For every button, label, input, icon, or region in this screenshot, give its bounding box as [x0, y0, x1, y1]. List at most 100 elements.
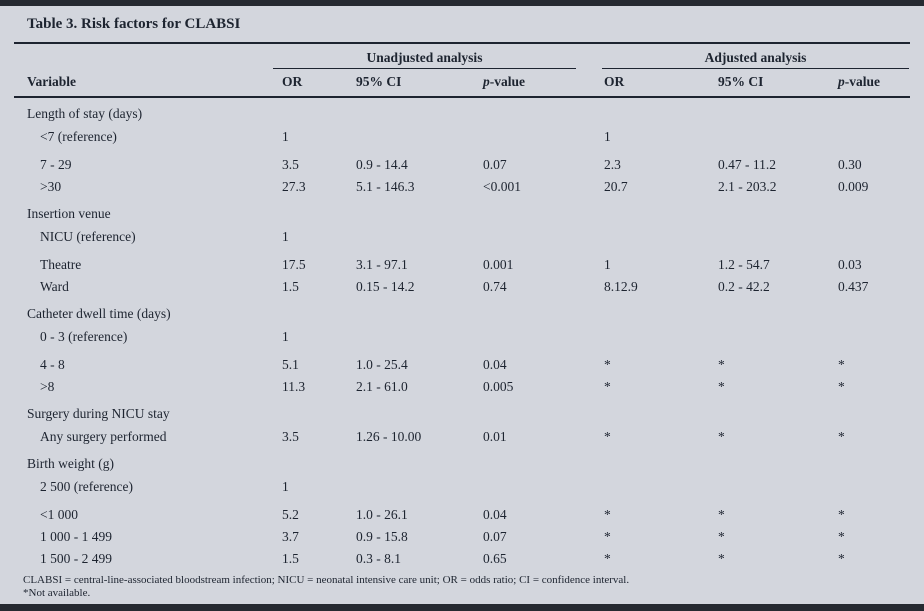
cell-adjusted-or [604, 476, 718, 498]
cell-unadjusted-pvalue: 0.74 [483, 279, 507, 294]
table-row: 4 - 8 5.1 1.0 - 25.4 0.04 * * * [14, 354, 910, 376]
cell-adjusted-ci: * [718, 551, 725, 566]
row-label: 0 - 3 (reference) [40, 329, 128, 344]
pvalue-italic-p: p [483, 74, 490, 89]
table-title: Table 3. Risk factors for CLABSI [14, 16, 910, 44]
column-header-unadjusted-or: OR [282, 74, 303, 89]
cell-unadjusted-ci: 0.15 - 14.2 [356, 279, 415, 294]
cell-unadjusted-pvalue: 0.04 [483, 357, 507, 372]
section-header-row: Length of stay (days) [14, 98, 910, 126]
adjusted-analysis-group-header: Adjusted analysis [602, 44, 909, 69]
cell-unadjusted-or: 3.5 [282, 157, 299, 172]
cell-adjusted-ci: * [718, 379, 725, 394]
row-label: <7 (reference) [40, 129, 117, 144]
cell-adjusted-or: 1 [604, 257, 611, 272]
cell-adjusted-or: 2.3 [604, 157, 621, 172]
cell-adjusted-pvalue: * [838, 429, 845, 444]
column-header-unadjusted-ci: 95% CI [356, 74, 402, 89]
column-header-row: Variable OR 95% CI p-value OR 95% CI p-v… [14, 69, 910, 98]
row-label: Theatre [40, 257, 82, 272]
cell-unadjusted-or: 3.5 [282, 429, 299, 444]
cell-adjusted-pvalue: 0.03 [838, 257, 862, 272]
cell-adjusted-ci [718, 126, 838, 148]
cell-unadjusted-ci: 1.0 - 26.1 [356, 507, 408, 522]
section-header-row: Birth weight (g) [14, 448, 910, 476]
cell-unadjusted-pvalue [483, 326, 604, 348]
cell-adjusted-or: 1 [604, 129, 611, 144]
cell-unadjusted-or: 5.1 [282, 357, 299, 372]
cell-unadjusted-pvalue: 0.04 [483, 507, 507, 522]
section-header-label: Birth weight (g) [27, 456, 114, 471]
cell-adjusted-ci [718, 326, 838, 348]
row-label: <1 000 [40, 507, 78, 522]
cell-unadjusted-ci: 1.26 - 10.00 [356, 429, 422, 444]
pvalue-suffix: -value [489, 74, 525, 89]
cell-unadjusted-ci [356, 226, 483, 248]
cell-adjusted-pvalue: 0.30 [838, 157, 862, 172]
cell-unadjusted-or: 11.3 [282, 379, 306, 394]
cell-adjusted-pvalue [838, 226, 910, 248]
table-row: 1 500 - 2 499 1.5 0.3 - 8.1 0.65 * * * [14, 548, 910, 570]
cell-unadjusted-ci: 0.9 - 15.8 [356, 529, 408, 544]
cell-unadjusted-pvalue: 0.01 [483, 429, 507, 444]
row-label: 4 - 8 [40, 357, 65, 372]
cell-adjusted-pvalue: * [838, 507, 845, 522]
cell-unadjusted-or: 3.7 [282, 529, 299, 544]
column-header-adjusted-ci: 95% CI [718, 74, 764, 89]
cell-unadjusted-pvalue: 0.07 [483, 529, 507, 544]
cell-unadjusted-or: 27.3 [282, 179, 306, 194]
cell-adjusted-pvalue: * [838, 357, 845, 372]
cell-adjusted-ci: 0.2 - 42.2 [718, 279, 770, 294]
cell-adjusted-or: 20.7 [604, 179, 628, 194]
cell-adjusted-ci: 1.2 - 54.7 [718, 257, 770, 272]
top-border-bar [0, 0, 924, 6]
footnote-not-available: *Not available. [23, 587, 91, 599]
column-header-variable: Variable [27, 74, 77, 89]
pvalue-italic-p: p [838, 74, 845, 89]
cell-adjusted-pvalue [838, 326, 910, 348]
row-label: >8 [40, 379, 55, 394]
cell-unadjusted-ci: 3.1 - 97.1 [356, 257, 408, 272]
table-row: 7 - 29 3.5 0.9 - 14.4 0.07 2.3 0.47 - 11.2 0.3… [14, 154, 910, 176]
cell-adjusted-ci: * [718, 429, 725, 444]
cell-unadjusted-ci: 2.1 - 61.0 [356, 379, 408, 394]
cell-unadjusted-or: 1 [282, 129, 289, 144]
cell-adjusted-pvalue [838, 126, 910, 148]
cell-adjusted-or: * [604, 429, 611, 444]
section-header-row: Catheter dwell time (days) [14, 298, 910, 326]
cell-adjusted-or: * [604, 551, 611, 566]
cell-unadjusted-pvalue: 0.001 [483, 257, 514, 272]
cell-adjusted-pvalue: 0.009 [838, 179, 869, 194]
section-header-row: Insertion venue [14, 198, 910, 226]
section-header-row: Surgery during NICU stay [14, 398, 910, 426]
cell-unadjusted-or: 17.5 [282, 257, 306, 272]
cell-unadjusted-or: 1 [282, 229, 289, 244]
row-label: 1 500 - 2 499 [40, 551, 112, 566]
cell-unadjusted-pvalue: 0.07 [483, 157, 507, 172]
cell-adjusted-ci: * [718, 357, 725, 372]
cell-unadjusted-pvalue: 0.005 [483, 379, 514, 394]
row-label: Any surgery performed [40, 429, 167, 444]
table-row: <1 000 5.2 1.0 - 26.1 0.04 * * * [14, 504, 910, 526]
cell-unadjusted-ci: 5.1 - 146.3 [356, 179, 415, 194]
table-row: 1 000 - 1 499 3.7 0.9 - 15.8 0.07 * * * [14, 526, 910, 548]
cell-unadjusted-ci: 0.9 - 14.4 [356, 157, 408, 172]
cell-adjusted-ci [718, 226, 838, 248]
footnote-abbreviations: CLABSI = central-line-associated bloodst… [23, 574, 630, 586]
table-row: 2 500 (reference) 1 [14, 476, 910, 498]
cell-unadjusted-ci: 1.0 - 25.4 [356, 357, 408, 372]
table-row: Any surgery performed 3.5 1.26 - 10.00 0.01… [14, 426, 910, 448]
section-header-label: Length of stay (days) [27, 106, 143, 121]
section-header-label: Insertion venue [27, 206, 111, 221]
row-label: 1 000 - 1 499 [40, 529, 112, 544]
cell-unadjusted-or: 1.5 [282, 551, 299, 566]
cell-unadjusted-ci [356, 476, 483, 498]
row-label: Ward [40, 279, 69, 294]
cell-adjusted-or [604, 326, 718, 348]
table-row: Theatre 17.5 3.1 - 97.1 0.001 1 1.2 - 54.7 0.0… [14, 254, 910, 276]
table-row: >8 11.3 2.1 - 61.0 0.005 * * * [14, 376, 910, 398]
footnotes: CLABSI = central-line-associated bloodst… [14, 574, 910, 600]
cell-adjusted-pvalue: * [838, 551, 845, 566]
table-row: NICU (reference) 1 [14, 226, 910, 248]
